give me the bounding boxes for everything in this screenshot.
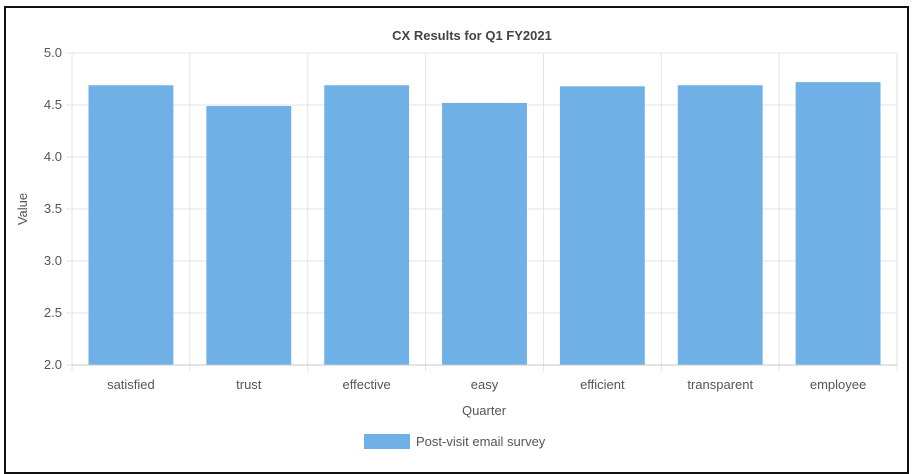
y-tick-label: 4.5 bbox=[44, 97, 62, 112]
legend-swatch bbox=[364, 434, 410, 449]
x-axis-title: Quarter bbox=[462, 403, 507, 418]
x-tick-label: satisfied bbox=[107, 377, 155, 392]
x-tick-label: efficient bbox=[580, 377, 625, 392]
y-axis-title: Value bbox=[15, 193, 30, 225]
x-tick-label: employee bbox=[810, 377, 866, 392]
chart-title: CX Results for Q1 FY2021 bbox=[392, 28, 552, 43]
bar-easy[interactable] bbox=[442, 102, 527, 366]
y-tick-label: 2.0 bbox=[44, 357, 62, 372]
bar-satisfied[interactable] bbox=[88, 85, 174, 366]
legend-label: Post-visit email survey bbox=[416, 434, 546, 449]
x-tick-label: effective bbox=[343, 377, 391, 392]
y-tick-label: 3.5 bbox=[44, 201, 62, 216]
bar-transparent[interactable] bbox=[677, 85, 763, 366]
y-tick-label: 3.0 bbox=[44, 253, 62, 268]
bar-employee[interactable] bbox=[795, 82, 881, 366]
y-tick-label: 5.0 bbox=[44, 45, 62, 60]
x-tick-label: transparent bbox=[687, 377, 753, 392]
x-tick-label: trust bbox=[236, 377, 262, 392]
y-tick-label: 2.5 bbox=[44, 305, 62, 320]
y-tick-labels: 2.0 2.5 3.0 3.5 4.0 4.5 5.0 bbox=[44, 45, 62, 372]
x-tick-label: easy bbox=[471, 377, 499, 392]
legend[interactable]: Post-visit email survey bbox=[364, 434, 546, 449]
x-tick-labels: satisfied trust effective easy efficient tran… bbox=[107, 377, 866, 392]
bars bbox=[88, 82, 881, 366]
bar-effective[interactable] bbox=[324, 85, 410, 366]
bar-efficient[interactable] bbox=[559, 86, 645, 365]
bar-trust[interactable] bbox=[206, 106, 292, 365]
y-tick-label: 4.0 bbox=[44, 149, 62, 164]
